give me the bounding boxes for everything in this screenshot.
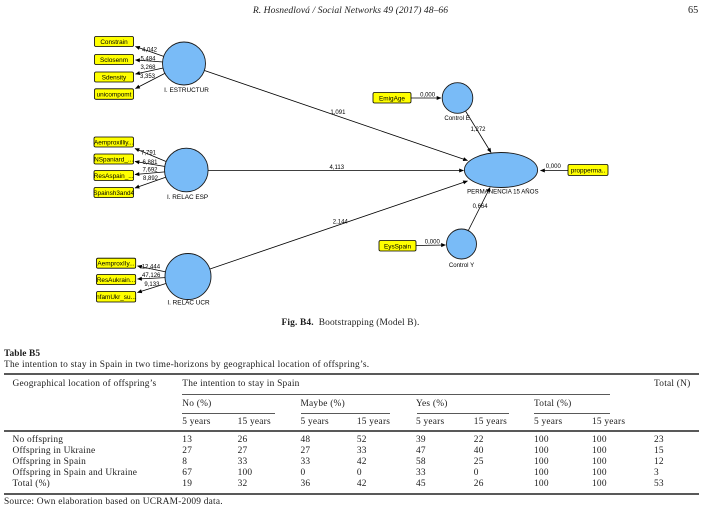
svg-text:3,268: 3,268 — [140, 65, 156, 71]
svg-text:unicompomt: unicompomt — [97, 92, 132, 99]
svg-text:0,000: 0,000 — [420, 92, 436, 98]
svg-text:Constrain: Constrain — [100, 39, 128, 46]
svg-text:ResAspain_...: ResAspain_... — [94, 173, 134, 180]
svg-text:0,000: 0,000 — [546, 164, 562, 170]
svg-text:8,892: 8,892 — [143, 176, 159, 182]
svg-text:6,881: 6,881 — [142, 160, 158, 166]
svg-text:7,791: 7,791 — [141, 151, 157, 157]
svg-text:Control E: Control E — [444, 115, 469, 122]
svg-text:1,272: 1,272 — [470, 127, 486, 133]
svg-text:EysSpain: EysSpain — [384, 243, 411, 250]
svg-text:47,126: 47,126 — [142, 273, 161, 279]
svg-text:NSpaniard_...: NSpaniard_... — [94, 157, 133, 164]
svg-text:5,484: 5,484 — [140, 56, 156, 62]
svg-text:Aemproxilliy...: Aemproxilliy... — [94, 140, 134, 147]
svg-text:9,133: 9,133 — [144, 282, 160, 288]
svg-text:I. ESTRUCTUR: I. ESTRUCTUR — [164, 87, 209, 94]
svg-text:Sclosenm: Sclosenm — [100, 57, 128, 64]
svg-text:PERMANENCIA 15 AÑOS: PERMANENCIA 15 AÑOS — [467, 188, 538, 195]
svg-text:4,113: 4,113 — [330, 165, 345, 171]
svg-text:ResAukrain...: ResAukrain... — [97, 277, 136, 284]
svg-text:Sdensity: Sdensity — [102, 75, 127, 82]
svg-text:Spainsh3and4: Spainsh3and4 — [93, 190, 134, 197]
svg-text:I. RELAC ESP: I. RELAC ESP — [167, 194, 208, 201]
svg-text:AemproxIIy...: AemproxIIy... — [97, 261, 134, 268]
svg-text:propperma..: propperma.. — [571, 168, 606, 175]
svg-text:I. RELAC UCR: I. RELAC UCR — [167, 300, 210, 307]
svg-text:nfamUkr_su...: nfamUkr_su... — [96, 294, 136, 301]
svg-text:EmigAge: EmigAge — [379, 95, 405, 102]
svg-text:3,353: 3,353 — [140, 74, 156, 80]
svg-text:4,042: 4,042 — [142, 47, 158, 53]
svg-text:0,664: 0,664 — [473, 204, 489, 210]
svg-text:0,000: 0,000 — [425, 240, 441, 246]
svg-text:1,091: 1,091 — [330, 110, 346, 116]
svg-text:12,444: 12,444 — [142, 265, 161, 271]
svg-text:7,692: 7,692 — [142, 167, 158, 173]
svg-text:2,144: 2,144 — [333, 220, 349, 226]
svg-text:Control Y: Control Y — [449, 262, 474, 269]
